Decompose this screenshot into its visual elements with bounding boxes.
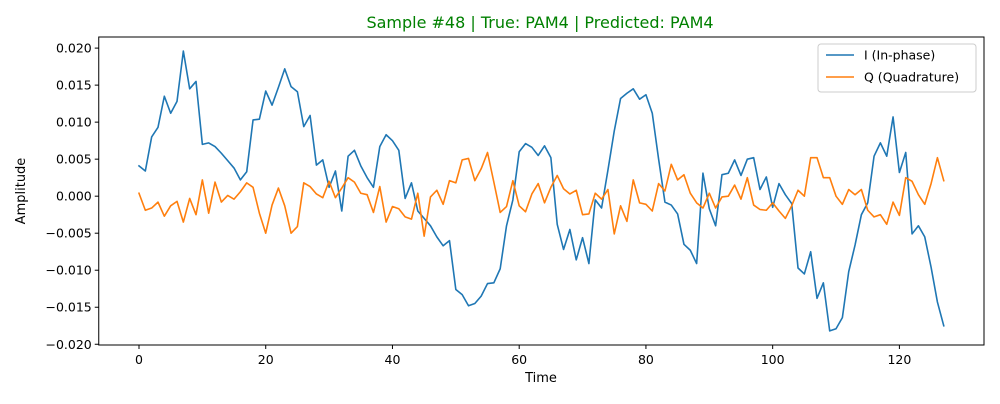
x-tick-label: 40 — [385, 352, 401, 367]
y-tick-label: 0.000 — [56, 189, 92, 204]
series-line-in-phase — [137, 50, 945, 332]
plot-area — [98, 36, 985, 346]
y-tick-label: 0.020 — [56, 41, 92, 56]
x-axis-ticks: 0 20 40 60 80 100 120 — [135, 345, 911, 367]
x-tick-label: 60 — [511, 352, 527, 367]
x-tick-label: 0 — [135, 352, 143, 367]
y-axis-label: Amplitude — [14, 158, 29, 225]
x-tick-label: 20 — [258, 352, 274, 367]
x-tick-label: 100 — [761, 352, 785, 367]
series-line-quadrature — [137, 151, 945, 237]
y-tick-label: −0.010 — [45, 263, 91, 278]
x-axis-label: Time — [524, 371, 557, 386]
chart-title: Sample #48 | True: PAM4 | Predicted: PAM… — [366, 13, 713, 32]
y-axis-ticks: −0.020 −0.015 −0.010 −0.005 0.000 0.005 0.010 0… — [45, 41, 99, 352]
y-tick-label: −0.015 — [45, 300, 91, 315]
y-tick-label: −0.005 — [45, 226, 91, 241]
y-tick-label: 0.005 — [56, 152, 92, 167]
legend: I (In-phase) Q (Quadrature) — [817, 43, 977, 93]
y-tick-label: −0.020 — [45, 337, 91, 352]
series-lines — [137, 50, 945, 332]
legend-label: I (In-phase) — [864, 48, 935, 63]
x-tick-label: 120 — [887, 352, 911, 367]
x-tick-label: 80 — [638, 352, 654, 367]
y-tick-label: 0.015 — [56, 78, 92, 93]
legend-box — [817, 43, 977, 93]
legend-label: Q (Quadrature) — [864, 70, 959, 85]
y-tick-label: 0.010 — [56, 115, 92, 130]
